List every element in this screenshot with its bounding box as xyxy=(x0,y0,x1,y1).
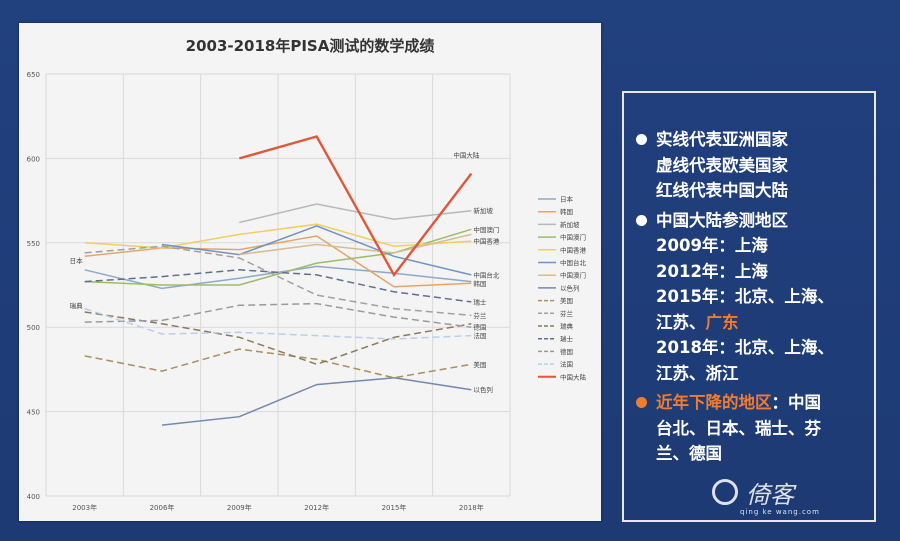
legend-label: 中国大陆 xyxy=(560,372,587,381)
note-text-with-highlight: 江苏、广东 xyxy=(656,310,866,336)
legend-label: 瑞典 xyxy=(560,322,574,331)
note-text: 实线代表亚洲国家 xyxy=(656,130,788,149)
note-text: ：中国 xyxy=(771,393,822,412)
legend-label: 日本 xyxy=(560,195,574,204)
legend-label: 中国台北 xyxy=(560,258,587,267)
note-text: 台北、日本、瑞士、芬 xyxy=(656,418,821,438)
watermark-logo: 倚客 qing ke wang.com xyxy=(712,475,842,525)
notes-panel: 实线代表亚洲国家 虚线代表欧美国家 红线代表中国大陆 中国大陆参测地区 2009… xyxy=(622,91,876,522)
legend-label: 中国澳门 xyxy=(560,271,586,280)
note-text-with-highlight: 近年下降的地区：中国 xyxy=(656,390,866,416)
legend-label: 中国香港 xyxy=(560,245,587,254)
note-text: 2015年：北京、上海、 xyxy=(656,287,834,306)
x-tick-label: 2003年 xyxy=(72,503,97,512)
legend-label: 法国 xyxy=(560,360,573,369)
note-text: 2018年：北京、上海、 xyxy=(656,338,834,357)
series-line xyxy=(84,302,472,328)
legend-label: 美国 xyxy=(560,296,573,305)
legend-label: 瑞士 xyxy=(560,334,574,343)
note-text: 2009年：上海 xyxy=(656,236,768,255)
note-text: 2012年：上海 xyxy=(656,261,768,281)
bullet-icon xyxy=(636,214,647,226)
data-label: 中国澳门 xyxy=(473,225,499,234)
data-label: 中国香港 xyxy=(473,237,500,246)
note-text: 红线代表中国大陆 xyxy=(656,181,788,200)
data-label: 瑞典 xyxy=(70,301,84,310)
note-line-styles: 实线代表亚洲国家 虚线代表欧美国家 红线代表中国大陆 xyxy=(636,127,866,204)
watermark-url: qing ke wang.com xyxy=(740,508,820,516)
y-tick-label: 650 xyxy=(27,71,40,79)
legend-label: 中国澳门 xyxy=(560,233,586,242)
series-line xyxy=(84,228,472,286)
watermark-text: 倚客 xyxy=(746,481,794,509)
y-tick-label: 600 xyxy=(27,155,40,163)
legend-label: 新加坡 xyxy=(560,220,580,229)
note-text: 兰、德国 xyxy=(656,444,722,463)
data-label: 法国 xyxy=(473,331,486,340)
legend-label: 德国 xyxy=(560,347,573,356)
highlight-text: 近年下降的地区 xyxy=(656,393,772,412)
data-label: 新加坡 xyxy=(473,206,493,215)
note-text: 虚线代表欧美国家 xyxy=(656,155,788,175)
y-tick-label: 450 xyxy=(27,409,40,417)
x-tick-label: 2012年 xyxy=(304,503,329,512)
series-line xyxy=(239,203,472,224)
data-label: 瑞士 xyxy=(473,297,487,306)
series-line xyxy=(161,377,472,426)
series-line xyxy=(239,233,472,256)
bullet-icon xyxy=(636,397,647,408)
note-text: 江苏、 xyxy=(656,312,706,332)
bullet-icon xyxy=(636,134,647,145)
note-heading: 中国大陆参测地区 xyxy=(656,210,788,230)
x-tick-label: 2018年 xyxy=(459,503,484,512)
series-line xyxy=(84,235,472,288)
x-tick-label: 2009年 xyxy=(227,503,252,512)
series-line xyxy=(84,269,472,303)
y-tick-label: 400 xyxy=(27,493,40,501)
highlight-text: 广东 xyxy=(705,312,739,332)
series-line xyxy=(238,135,473,278)
note-text: 江苏、浙江 xyxy=(656,363,739,383)
y-tick-label: 500 xyxy=(27,324,40,332)
x-tick-label: 2015年 xyxy=(382,503,407,512)
series-line xyxy=(84,348,472,379)
series-line xyxy=(84,311,472,366)
chart-title: 2003-2018年PISA测试的数学成绩 xyxy=(185,37,435,55)
series-line xyxy=(84,307,472,340)
data-label: 美国 xyxy=(473,360,486,369)
data-label: 中国台北 xyxy=(473,270,500,279)
data-label: 日本 xyxy=(70,256,84,265)
data-label: 中国大陆 xyxy=(453,151,480,160)
data-label: 芬兰 xyxy=(473,311,487,320)
x-tick-label: 2006年 xyxy=(150,503,175,512)
chart-panel: 400 450 500 550 600 650 2003年 2006年 2009年 2012年 20… xyxy=(19,23,601,521)
data-label: 韩国 xyxy=(473,279,486,288)
note-declining: 近年下降的地区：中国 台北、日本、瑞士、芬 兰、德国 xyxy=(636,390,866,467)
series-line xyxy=(84,223,472,249)
series-line xyxy=(161,225,472,276)
data-label: 德国 xyxy=(473,323,486,332)
legend-label: 以色列 xyxy=(560,283,580,292)
data-label: 以色列 xyxy=(473,385,493,394)
note-regions: 中国大陆参测地区 2009年：上海 2012年：上海 2015年：北京、上海、 … xyxy=(636,208,866,387)
series-line xyxy=(84,245,472,317)
y-tick-label: 550 xyxy=(27,240,40,248)
line-chart: 400 450 500 550 600 650 2003年 2006年 2009年 2012年 20… xyxy=(27,71,587,512)
logo-icon xyxy=(712,479,738,505)
legend-label: 韩国 xyxy=(560,207,573,216)
legend-label: 芬兰 xyxy=(560,309,574,318)
